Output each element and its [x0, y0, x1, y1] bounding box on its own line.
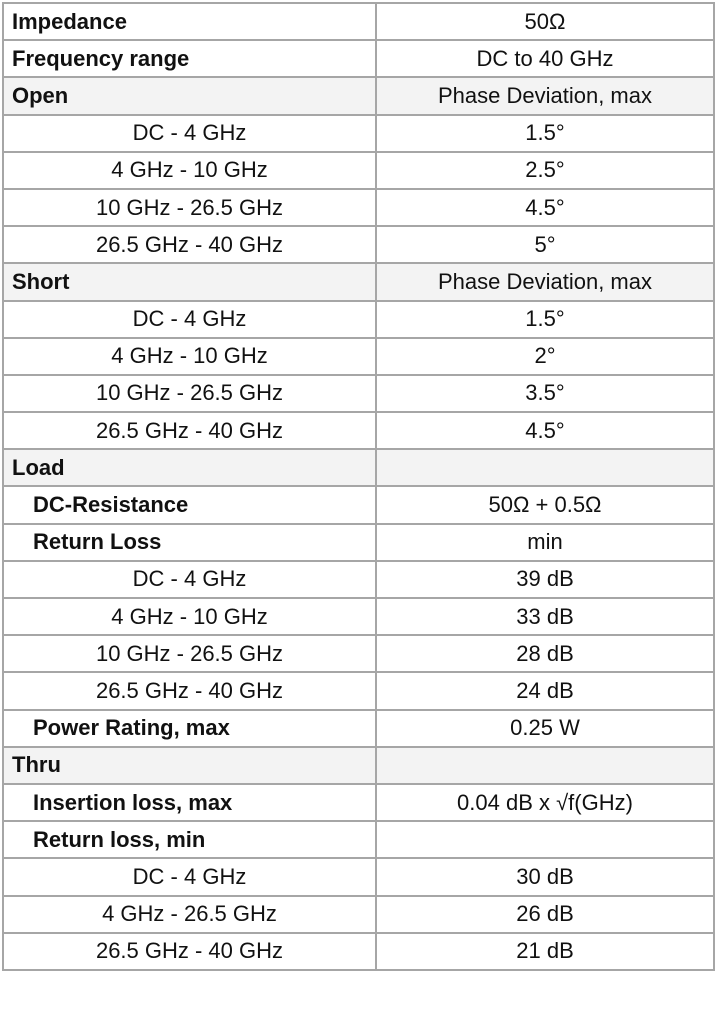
parameter-cell: 26.5 GHz - 40 GHz	[2, 671, 377, 711]
table-row: Return Loss min	[2, 522, 715, 562]
parameter-cell: DC - 4 GHz	[2, 559, 377, 600]
table-row: 4 GHz - 26.5 GHz 26 dB	[2, 894, 715, 934]
value-cell	[375, 448, 715, 488]
value-cell: 0.25 W	[375, 708, 715, 748]
parameter-cell: Thru	[2, 745, 377, 785]
value-cell: DC to 40 GHz	[375, 39, 715, 79]
table-row: Power Rating, max 0.25 W	[2, 708, 715, 748]
parameter-cell: 26.5 GHz - 40 GHz	[2, 225, 377, 265]
value-cell: 0.04 dB x √f(GHz)	[375, 782, 715, 823]
parameter-cell: Power Rating, max	[2, 708, 377, 748]
table-row: DC - 4 GHz 1.5°	[2, 299, 715, 339]
parameter-cell: Short	[2, 262, 377, 302]
table-row: Thru	[2, 745, 715, 785]
value-cell: 30 dB	[375, 857, 715, 897]
table-row: Load	[2, 448, 715, 488]
parameter-cell: 26.5 GHz - 40 GHz	[2, 931, 377, 971]
value-cell: 2°	[375, 336, 715, 376]
specification-table: Impedance 50Ω Frequency range DC to 40 GHz O…	[2, 1, 715, 971]
value-cell: 33 dB	[375, 596, 715, 637]
parameter-cell: Open	[2, 76, 377, 116]
parameter-cell: 10 GHz - 26.5 GHz	[2, 634, 377, 674]
table-row: 26.5 GHz - 40 GHz 5°	[2, 225, 715, 265]
table-row: Return loss, min	[2, 820, 715, 860]
parameter-cell: Load	[2, 448, 377, 488]
parameter-cell: Frequency range	[2, 39, 377, 79]
value-cell: 3.5°	[375, 373, 715, 414]
parameter-cell: 4 GHz - 10 GHz	[2, 150, 377, 190]
table-row: 10 GHz - 26.5 GHz 4.5°	[2, 187, 715, 228]
specification-table-body: Impedance 50Ω Frequency range DC to 40 GHz O…	[2, 1, 715, 971]
value-cell: 50Ω	[375, 1, 715, 42]
parameter-cell: Return loss, min	[2, 820, 377, 860]
table-row: 26.5 GHz - 40 GHz 21 dB	[2, 931, 715, 971]
table-row: 4 GHz - 10 GHz 2°	[2, 336, 715, 376]
table-row: 26.5 GHz - 40 GHz 4.5°	[2, 411, 715, 451]
value-cell: 5°	[375, 225, 715, 265]
table-row: Impedance 50Ω	[2, 1, 715, 42]
value-cell: 24 dB	[375, 671, 715, 711]
parameter-cell: Impedance	[2, 1, 377, 42]
table-row: Open Phase Deviation, max	[2, 76, 715, 116]
value-cell: 28 dB	[375, 634, 715, 674]
parameter-cell: DC - 4 GHz	[2, 113, 377, 153]
value-cell: 4.5°	[375, 411, 715, 451]
table-row: 10 GHz - 26.5 GHz 3.5°	[2, 373, 715, 414]
table-row: 10 GHz - 26.5 GHz 28 dB	[2, 634, 715, 674]
value-cell: 26 dB	[375, 894, 715, 934]
parameter-cell: 10 GHz - 26.5 GHz	[2, 187, 377, 228]
value-cell	[375, 745, 715, 785]
value-cell: 50Ω + 0.5Ω	[375, 485, 715, 525]
parameter-cell: 4 GHz - 26.5 GHz	[2, 894, 377, 934]
parameter-cell: Insertion loss, max	[2, 782, 377, 823]
table-row: DC - 4 GHz 39 dB	[2, 559, 715, 600]
parameter-cell: DC-Resistance	[2, 485, 377, 525]
table-row: Insertion loss, max 0.04 dB x √f(GHz)	[2, 782, 715, 823]
value-cell: Phase Deviation, max	[375, 76, 715, 116]
parameter-cell: DC - 4 GHz	[2, 299, 377, 339]
parameter-cell: Return Loss	[2, 522, 377, 562]
value-cell: 21 dB	[375, 931, 715, 971]
value-cell: min	[375, 522, 715, 562]
value-cell: 1.5°	[375, 299, 715, 339]
table-row: DC - 4 GHz 30 dB	[2, 857, 715, 897]
value-cell: 1.5°	[375, 113, 715, 153]
table-row: Short Phase Deviation, max	[2, 262, 715, 302]
table-row: 4 GHz - 10 GHz 2.5°	[2, 150, 715, 190]
parameter-cell: 4 GHz - 10 GHz	[2, 336, 377, 376]
table-row: DC - 4 GHz 1.5°	[2, 113, 715, 153]
value-cell: 4.5°	[375, 187, 715, 228]
parameter-cell: 4 GHz - 10 GHz	[2, 596, 377, 637]
value-cell	[375, 820, 715, 860]
value-cell: Phase Deviation, max	[375, 262, 715, 302]
table-row: 26.5 GHz - 40 GHz 24 dB	[2, 671, 715, 711]
value-cell: 39 dB	[375, 559, 715, 600]
table-row: DC-Resistance 50Ω + 0.5Ω	[2, 485, 715, 525]
parameter-cell: DC - 4 GHz	[2, 857, 377, 897]
value-cell: 2.5°	[375, 150, 715, 190]
table-row: 4 GHz - 10 GHz 33 dB	[2, 596, 715, 637]
parameter-cell: 26.5 GHz - 40 GHz	[2, 411, 377, 451]
table-row: Frequency range DC to 40 GHz	[2, 39, 715, 79]
parameter-cell: 10 GHz - 26.5 GHz	[2, 373, 377, 414]
